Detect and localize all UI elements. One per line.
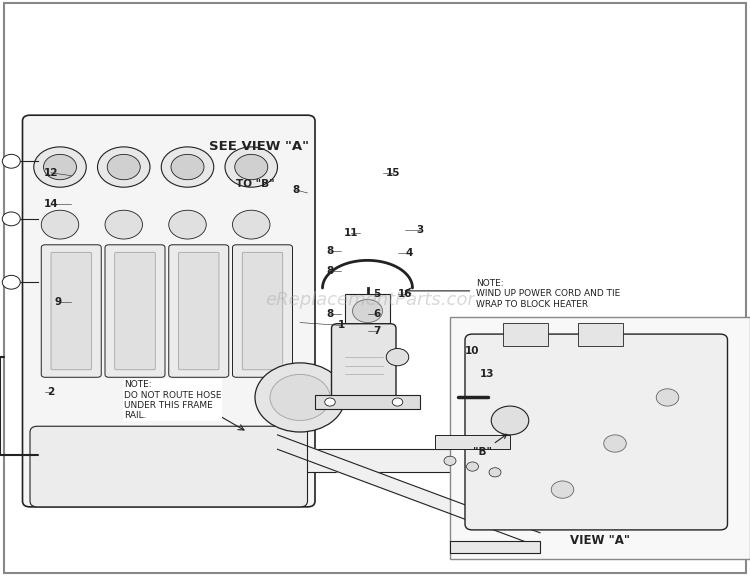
Circle shape [171, 154, 204, 180]
Text: TO "B": TO "B" [236, 179, 274, 190]
Text: 6: 6 [373, 309, 380, 319]
Circle shape [386, 348, 409, 366]
FancyBboxPatch shape [115, 252, 155, 370]
FancyBboxPatch shape [51, 252, 92, 370]
Text: 16: 16 [398, 289, 412, 299]
Circle shape [352, 300, 382, 323]
Text: 8: 8 [292, 185, 300, 195]
Text: 12: 12 [44, 168, 58, 178]
Text: 4: 4 [405, 248, 412, 259]
Circle shape [98, 147, 150, 187]
Circle shape [105, 210, 142, 239]
Circle shape [491, 406, 529, 435]
Circle shape [232, 210, 270, 239]
Circle shape [225, 147, 278, 187]
Bar [503, 323, 548, 346]
FancyBboxPatch shape [232, 245, 292, 377]
Text: 8: 8 [326, 309, 334, 319]
Text: SEE VIEW "A": SEE VIEW "A" [209, 141, 309, 153]
Circle shape [325, 398, 335, 406]
FancyBboxPatch shape [242, 252, 283, 370]
Circle shape [235, 154, 268, 180]
FancyBboxPatch shape [22, 115, 315, 507]
Text: NOTE:
DO NOT ROUTE HOSE
UNDER THIS FRAME
RAIL.: NOTE: DO NOT ROUTE HOSE UNDER THIS FRAME… [124, 380, 221, 420]
Text: 2: 2 [47, 386, 55, 397]
FancyBboxPatch shape [178, 252, 219, 370]
Text: 15: 15 [386, 168, 400, 178]
Circle shape [169, 210, 206, 239]
Text: VIEW "A": VIEW "A" [570, 534, 630, 547]
FancyBboxPatch shape [169, 245, 229, 377]
Text: 10: 10 [465, 346, 480, 357]
Circle shape [466, 462, 478, 471]
Circle shape [44, 154, 76, 180]
FancyBboxPatch shape [332, 324, 396, 402]
Text: 9: 9 [55, 297, 62, 308]
Text: NOTE:
WIND UP POWER CORD AND TIE
WRAP TO BLOCK HEATER: NOTE: WIND UP POWER CORD AND TIE WRAP TO… [476, 279, 620, 309]
Circle shape [161, 147, 214, 187]
FancyBboxPatch shape [30, 426, 308, 507]
Text: 7: 7 [373, 326, 380, 336]
Circle shape [444, 456, 456, 465]
Circle shape [604, 435, 626, 452]
FancyBboxPatch shape [41, 245, 101, 377]
Text: 13: 13 [480, 369, 495, 380]
Circle shape [255, 363, 345, 432]
Bar [315, 395, 420, 409]
Text: 3: 3 [416, 225, 424, 236]
Bar [578, 323, 622, 346]
Text: 8: 8 [326, 266, 334, 276]
Bar [202, 449, 562, 472]
Text: "B": "B" [472, 434, 507, 457]
Bar [450, 317, 750, 559]
Circle shape [656, 389, 679, 406]
Text: 11: 11 [344, 228, 358, 238]
Circle shape [41, 210, 79, 239]
Bar [435, 435, 510, 449]
Circle shape [107, 154, 140, 180]
Text: 14: 14 [44, 199, 58, 210]
Text: 8: 8 [326, 245, 334, 256]
Circle shape [392, 398, 403, 406]
Circle shape [34, 147, 86, 187]
Circle shape [2, 275, 20, 289]
Bar [345, 294, 390, 328]
Circle shape [489, 468, 501, 477]
Circle shape [2, 212, 20, 226]
Text: 1: 1 [338, 320, 345, 331]
FancyBboxPatch shape [465, 334, 728, 530]
Text: 5: 5 [373, 289, 380, 299]
Circle shape [2, 154, 20, 168]
Text: eReplacementParts.com: eReplacementParts.com [265, 290, 485, 309]
Circle shape [270, 374, 330, 420]
Bar [450, 541, 540, 553]
Circle shape [551, 481, 574, 498]
FancyBboxPatch shape [105, 245, 165, 377]
